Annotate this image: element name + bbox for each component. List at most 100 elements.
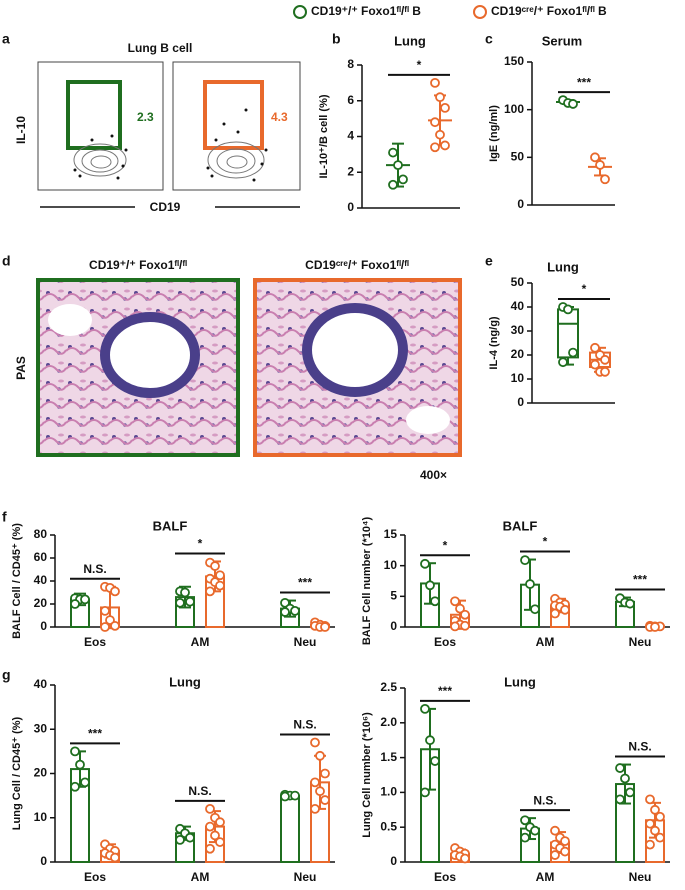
data-point xyxy=(430,117,440,128)
data-point xyxy=(110,586,120,597)
data-point xyxy=(205,804,215,814)
y-tick-label: 10 xyxy=(384,558,398,572)
significance-label: N.S. xyxy=(293,718,316,732)
data-point xyxy=(175,597,185,608)
data-point xyxy=(180,587,190,598)
data-point xyxy=(75,759,85,770)
data-point xyxy=(388,179,398,190)
chart-title: BALF xyxy=(153,518,188,533)
y-tick-label: 5 xyxy=(390,589,397,603)
chart-title: Lung xyxy=(504,674,536,689)
significance-label: *** xyxy=(298,576,312,590)
y-tick-label: 40 xyxy=(34,677,48,691)
significance-label: * xyxy=(582,282,587,296)
data-point xyxy=(70,781,80,792)
data-point xyxy=(645,794,655,805)
panel-label: g xyxy=(2,667,11,683)
data-point xyxy=(315,786,325,797)
data-point xyxy=(425,735,435,746)
data-point xyxy=(600,174,610,185)
data-point xyxy=(310,804,320,814)
data-point xyxy=(280,607,290,617)
x-tick-label: AM xyxy=(536,870,555,884)
significance-label: N.S. xyxy=(533,793,556,807)
data-point xyxy=(310,737,320,748)
y-tick-label: 30 xyxy=(34,721,48,735)
y-tick-label: 20 xyxy=(511,347,525,361)
data-point xyxy=(205,821,215,832)
data-point xyxy=(550,850,560,860)
significance-label: *** xyxy=(633,573,647,587)
data-point xyxy=(215,817,225,828)
y-tick-label: 80 xyxy=(34,527,48,541)
data-point xyxy=(290,790,300,801)
y-axis-label: Lung Cell number (*10⁶) xyxy=(361,712,373,838)
legend-label: CD19⁺/⁺ Foxo1ᶠˡ/ᶠˡ B xyxy=(311,4,421,18)
x-tick-label: Eos xyxy=(434,870,456,884)
data-point xyxy=(430,142,440,153)
y-tick-label: 0 xyxy=(347,200,354,214)
data-point xyxy=(530,604,540,615)
significance-label: * xyxy=(443,538,448,552)
data-point xyxy=(430,596,440,607)
y-tick-label: 2 xyxy=(347,164,354,178)
y-tick-label: 8 xyxy=(347,57,354,71)
data-point xyxy=(310,777,320,788)
y-tick-label: 0 xyxy=(40,854,47,868)
panel-label: b xyxy=(332,31,341,47)
data-point xyxy=(205,586,215,597)
panel-label: f xyxy=(2,509,7,525)
data-point xyxy=(460,620,470,631)
x-tick-label: Eos xyxy=(84,635,106,649)
significance-label: * xyxy=(543,535,548,549)
data-point xyxy=(80,777,90,788)
y-axis-label: IL-4 (ng/g) xyxy=(488,316,500,369)
data-point xyxy=(560,604,570,615)
chart-title: Serum xyxy=(542,33,582,48)
data-point xyxy=(600,366,610,377)
significance-label: * xyxy=(198,537,203,551)
y-tick-label: 0 xyxy=(517,395,524,409)
data-point xyxy=(100,622,110,632)
y-tick-label: 50 xyxy=(511,150,525,164)
data-point xyxy=(460,609,470,620)
y-axis-label: BALF Cell / CD45⁺ (%) xyxy=(11,523,23,639)
y-tick-label: 30 xyxy=(511,323,525,337)
data-point xyxy=(70,599,80,609)
y-tick-label: 4 xyxy=(347,129,354,143)
data-point xyxy=(450,621,460,632)
data-point xyxy=(560,846,570,857)
data-point xyxy=(620,773,630,784)
flow-y-label: IL-10 xyxy=(14,116,28,144)
y-tick-label: 60 xyxy=(34,550,48,564)
y-tick-label: 100 xyxy=(504,102,524,116)
data-point xyxy=(100,606,110,616)
data-point xyxy=(215,570,225,581)
data-point xyxy=(393,160,403,171)
data-point xyxy=(210,561,220,571)
data-point xyxy=(210,830,220,841)
data-point xyxy=(615,763,625,773)
data-point xyxy=(550,825,560,836)
data-point xyxy=(420,558,430,569)
data-point xyxy=(320,795,330,805)
data-point xyxy=(558,357,568,368)
y-tick-label: 150 xyxy=(504,54,524,68)
histology xyxy=(36,278,462,457)
flow-frame xyxy=(37,61,164,191)
data-point xyxy=(525,579,535,589)
data-point xyxy=(520,832,530,843)
data-point xyxy=(520,555,530,566)
panel-label: d xyxy=(2,253,11,269)
y-axis-label: IL-10⁺/B cell (%) xyxy=(318,94,330,178)
chart-title: Lung xyxy=(547,259,579,274)
data-point xyxy=(175,834,185,845)
chart-title: Lung xyxy=(169,674,201,689)
data-point xyxy=(655,811,665,822)
panel-label: a xyxy=(2,31,10,47)
data-point xyxy=(563,304,573,315)
data-point xyxy=(430,756,440,766)
y-tick-label: 0 xyxy=(40,619,47,633)
x-tick-label: Neu xyxy=(629,870,652,884)
data-point xyxy=(560,836,570,847)
